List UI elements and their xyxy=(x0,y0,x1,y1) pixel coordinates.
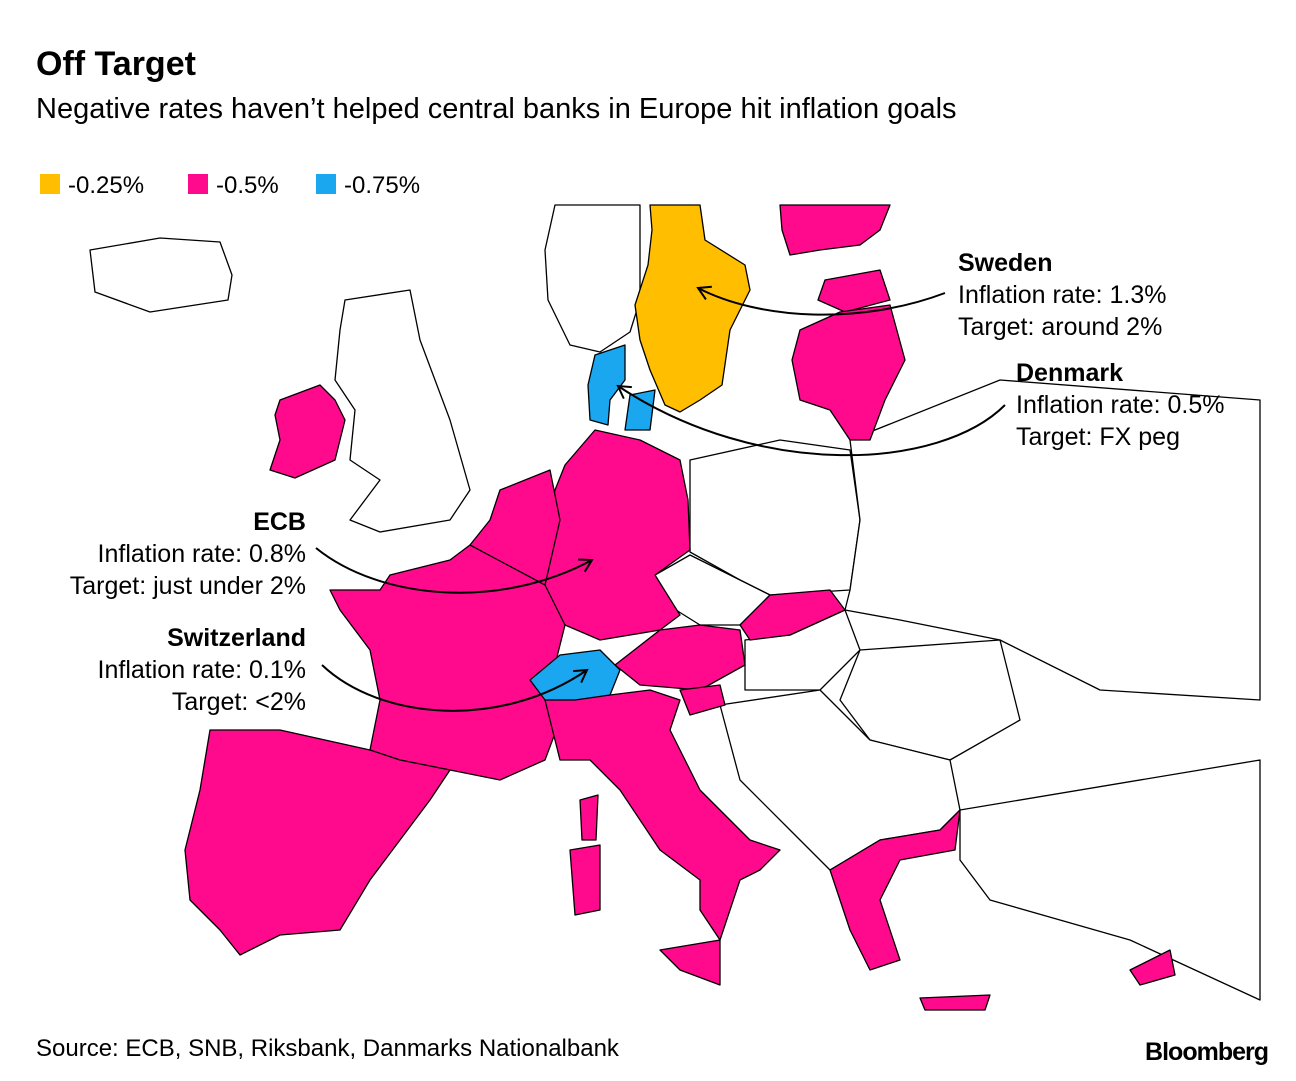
country xyxy=(569,844,601,916)
annotation-line: Inflation rate: 1.3% xyxy=(958,281,1166,309)
annotation-line: Target: around 2% xyxy=(958,313,1162,341)
arrow-head xyxy=(616,384,632,400)
legend-label: -0.25% xyxy=(68,172,144,199)
arrow-line xyxy=(321,664,588,712)
country xyxy=(587,344,626,426)
arrow-head xyxy=(578,558,594,573)
annotation-title: Denmark xyxy=(1016,359,1123,387)
country xyxy=(184,729,451,956)
logo: Bloomberg xyxy=(1145,1038,1268,1066)
country xyxy=(634,204,751,413)
subtitle: Negative rates haven’t helped central ba… xyxy=(36,93,957,125)
annotation-title: Switzerland xyxy=(167,624,306,652)
legend: -0.25% -0.5% -0.75% xyxy=(40,172,420,199)
country xyxy=(544,689,781,941)
arrow-head xyxy=(573,668,589,684)
country xyxy=(529,649,621,701)
legend-swatch xyxy=(40,174,60,194)
country xyxy=(89,237,233,313)
country xyxy=(329,544,566,781)
arrow-line xyxy=(617,385,1006,457)
country xyxy=(269,384,346,479)
country xyxy=(829,809,961,971)
legend-swatch xyxy=(316,174,336,194)
title: Off Target xyxy=(36,45,196,83)
country xyxy=(919,994,991,1011)
legend-label: -0.75% xyxy=(344,172,420,199)
legend-label: -0.5% xyxy=(216,172,279,199)
annotation-line: Inflation rate: 0.5% xyxy=(1016,391,1224,419)
annotation-title: ECB xyxy=(253,508,306,536)
country xyxy=(679,684,726,716)
arrows xyxy=(315,285,1006,712)
country xyxy=(614,624,746,691)
annotation-line: Inflation rate: 0.8% xyxy=(98,540,306,568)
arrow-line xyxy=(315,547,593,594)
annotation-line: Target: <2% xyxy=(172,688,306,716)
country xyxy=(739,589,846,641)
country xyxy=(544,204,641,353)
arrow-head xyxy=(696,285,712,300)
country xyxy=(791,304,906,441)
country xyxy=(959,759,1261,1001)
country xyxy=(817,269,891,313)
country xyxy=(1129,949,1176,986)
legend-swatch xyxy=(188,174,208,194)
map xyxy=(89,204,1261,1011)
country xyxy=(779,204,891,256)
annotation-line: Target: just under 2% xyxy=(70,572,306,600)
country xyxy=(334,289,471,533)
source: Source: ECB, SNB, Riksbank, Danmarks Nat… xyxy=(36,1035,620,1062)
country xyxy=(659,939,721,986)
country xyxy=(579,794,599,841)
arrow-line xyxy=(697,287,946,316)
annotation-line: Inflation rate: 0.1% xyxy=(98,656,306,684)
annotations: Sweden Inflation rate: 1.3% Target: around… xyxy=(70,249,1225,716)
annotation-title: Sweden xyxy=(958,249,1052,277)
country xyxy=(624,389,656,431)
annotation-line: Target: FX peg xyxy=(1016,423,1180,451)
